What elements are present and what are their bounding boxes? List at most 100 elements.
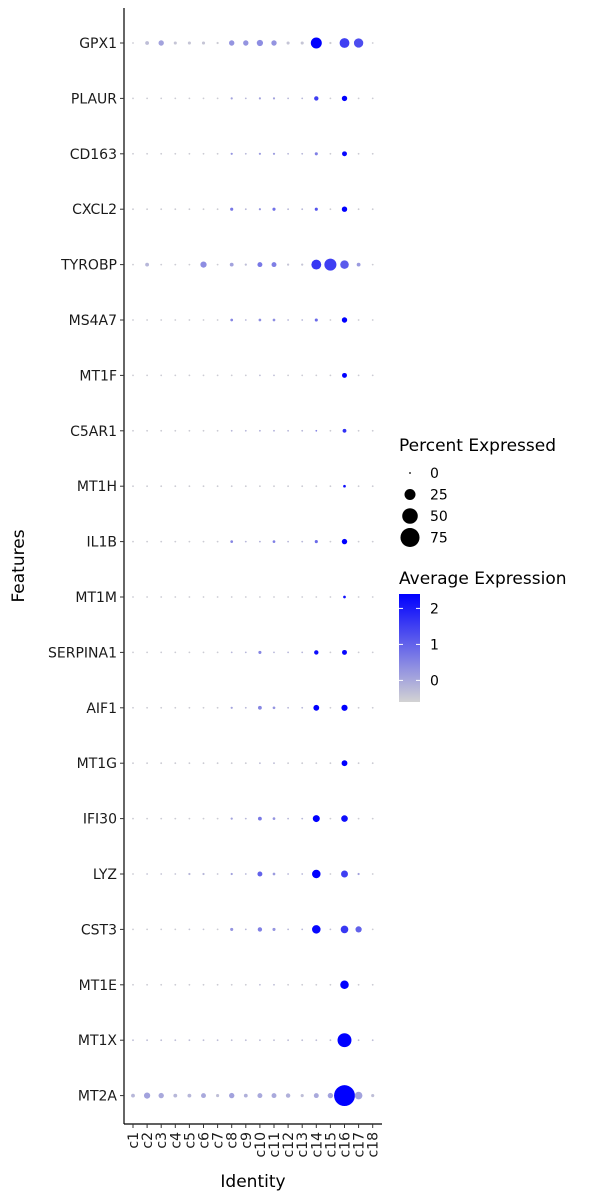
dot-point (160, 152, 163, 155)
dot-point (329, 1039, 332, 1042)
dot-point (341, 206, 348, 212)
dot-point (355, 926, 362, 933)
dot-point (188, 928, 191, 931)
dot-point (301, 429, 304, 432)
x-tick-label: c12 (281, 1132, 297, 1158)
dot-point (301, 208, 304, 211)
dot-point (287, 596, 289, 598)
dot-point (357, 319, 360, 321)
dot-point (244, 374, 247, 377)
dot-point (202, 651, 205, 654)
dot-point (132, 762, 134, 765)
dot-point (301, 983, 304, 986)
dot-point (371, 485, 374, 488)
y-tick-label: C5AR1 (70, 424, 117, 440)
dot-point (271, 40, 277, 46)
dot-point (271, 1093, 277, 1099)
dot-point (329, 873, 332, 875)
dot-point (132, 152, 134, 155)
dot-point (341, 870, 348, 878)
dot-point (244, 1039, 247, 1042)
dot-point (230, 152, 233, 155)
dot-point (371, 429, 374, 432)
dot-point (188, 263, 191, 266)
dot-point (329, 374, 332, 377)
dot-point (230, 762, 233, 765)
dot-point (371, 983, 374, 986)
dot-point (174, 1039, 177, 1042)
dot-point (371, 596, 374, 598)
dot-point (357, 152, 360, 155)
x-tick-label: c13 (295, 1132, 311, 1158)
dot-point (329, 41, 332, 45)
color-legend-label: 1 (430, 637, 439, 653)
dot-point (146, 817, 149, 820)
dot-point (160, 706, 163, 709)
dot-point (353, 38, 364, 48)
dot-point (132, 983, 134, 986)
dot-point (371, 928, 374, 931)
dot-point (131, 1093, 135, 1098)
color-legend-bar (399, 594, 420, 702)
dot-point (160, 983, 163, 986)
dot-point (371, 651, 374, 654)
dot-point (329, 429, 332, 432)
dot-point (334, 1085, 355, 1107)
dot-point (272, 540, 276, 543)
y-tick-label: MT1X (78, 1033, 118, 1049)
dot-point (329, 983, 332, 986)
dot-point (371, 540, 374, 543)
dot-point (357, 485, 360, 488)
dot-point (287, 762, 289, 765)
dot-point (258, 97, 261, 100)
dot-point (287, 651, 289, 654)
dot-point (313, 704, 320, 711)
y-tick-label: CXCL2 (72, 202, 117, 218)
dot-point (174, 208, 177, 211)
dot-point (301, 596, 304, 598)
dot-point (287, 429, 289, 432)
dot-point (310, 37, 322, 49)
x-tick-label: c2 (140, 1132, 156, 1149)
dot-point (301, 651, 304, 654)
dot-point (301, 873, 304, 875)
dot-point (357, 651, 360, 654)
dot-point (145, 262, 150, 267)
dot-point (315, 374, 318, 377)
dot-point (188, 485, 191, 488)
dot-point (258, 318, 262, 322)
dot-point (243, 1093, 248, 1098)
dot-point (216, 319, 219, 321)
dot-point (202, 706, 205, 709)
dot-point (287, 706, 289, 709)
dot-point (230, 318, 234, 322)
y-tick-label: MS4A7 (69, 313, 117, 329)
x-tick-label: c18 (366, 1132, 382, 1158)
dot-point (257, 871, 263, 877)
dot-point (357, 374, 360, 377)
dot-point (371, 42, 374, 44)
dot-point (287, 374, 289, 377)
dot-point (202, 596, 205, 598)
dot-point (160, 817, 163, 820)
dot-point (371, 762, 374, 765)
dot-point (314, 96, 319, 101)
legend-area: Percent Expressed 0 25 50 75 Average Expressi… (399, 436, 567, 702)
dot-point (258, 208, 261, 211)
x-tick-label: c3 (154, 1132, 170, 1149)
dot-point (146, 706, 149, 709)
dot-point (132, 817, 134, 820)
dot-point (311, 259, 322, 270)
dot-point (200, 261, 207, 268)
dot-point (259, 596, 261, 598)
y-tick-label: CST3 (81, 922, 117, 938)
dot-point (244, 485, 247, 488)
dot-point (339, 38, 350, 48)
dot-point (340, 260, 349, 269)
dot-point (287, 983, 289, 986)
dot-point (229, 262, 234, 267)
dot-point (315, 429, 318, 432)
dot-point (160, 319, 163, 321)
dot-point (257, 816, 262, 821)
dot-point (146, 374, 149, 377)
